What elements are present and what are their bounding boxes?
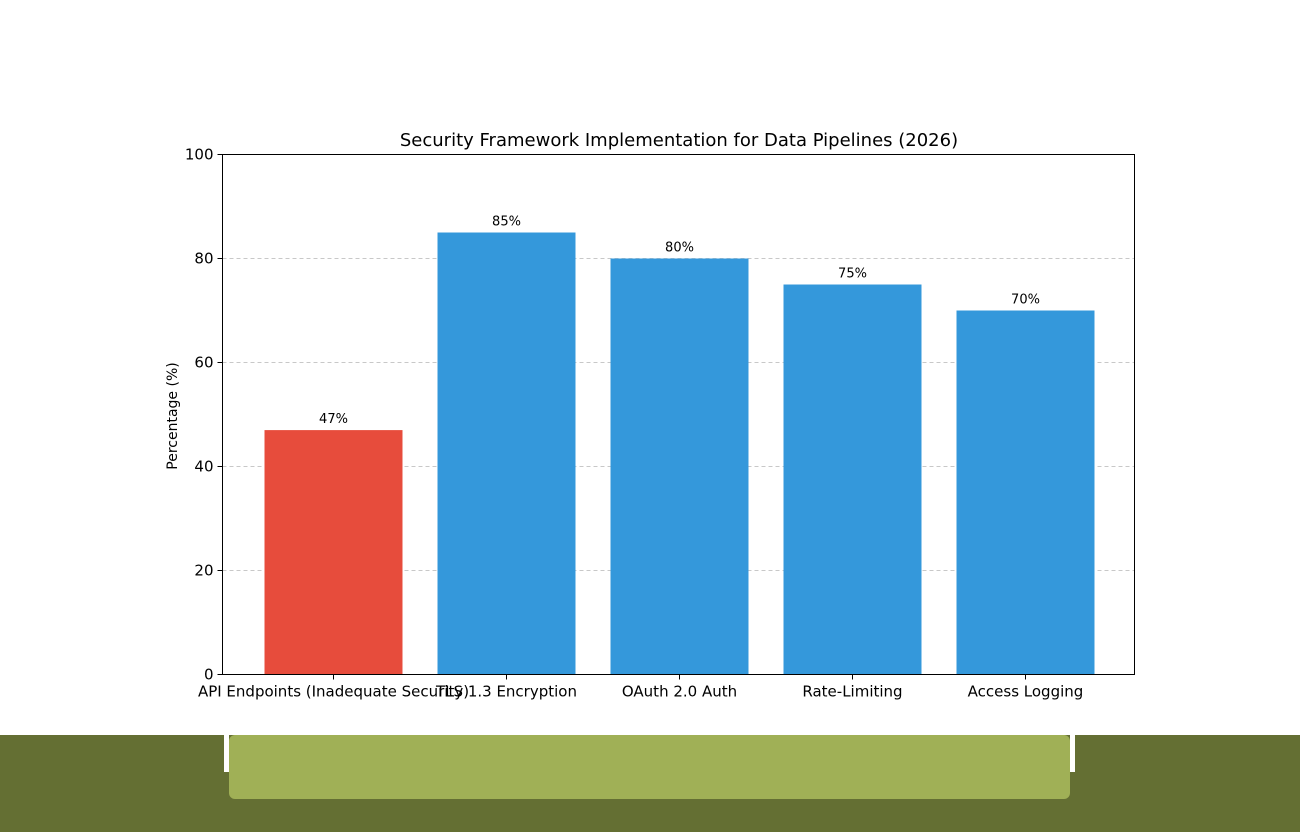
bar (437, 232, 576, 675)
x-tick-label: Rate-Limiting (802, 683, 902, 701)
y-tick-label: 60 (194, 354, 213, 372)
chart-title: Security Framework Implementation for Da… (400, 130, 958, 151)
data-label: 47% (319, 412, 348, 427)
footer-notch-right (1070, 735, 1075, 772)
x-tick-label: API Endpoints (Inadequate Security) (198, 683, 469, 701)
data-label: 70% (1011, 293, 1040, 308)
y-tick-label: 0 (204, 666, 214, 684)
footer-panel (229, 735, 1070, 799)
footer-notch-left (224, 735, 229, 772)
bar (610, 258, 749, 675)
bar (956, 310, 1095, 675)
bar-chart: Security Framework Implementation for Da… (165, 130, 1135, 701)
y-tick-label: 20 (194, 562, 213, 580)
y-axis-label: Percentage (%) (165, 362, 181, 469)
plot-frame (222, 154, 1135, 675)
bar (264, 430, 403, 675)
y-tick-label: 80 (194, 250, 213, 268)
data-label: 85% (492, 215, 521, 230)
x-axis-ticks: API Endpoints (Inadequate Security)TLS 1… (198, 674, 1084, 701)
bars (264, 232, 1095, 675)
x-tick-label: OAuth 2.0 Auth (622, 683, 737, 701)
x-tick-label: TLS 1.3 Encryption (435, 683, 577, 701)
y-axis-ticks: 0 20 40 60 80 100 (185, 146, 223, 684)
data-label: 80% (665, 241, 694, 256)
y-tick-label: 40 (194, 458, 213, 476)
data-label: 75% (838, 267, 867, 282)
bar (783, 284, 922, 675)
y-tick-label: 100 (185, 146, 214, 164)
data-labels: 47% 85% 80% 75% 70% (319, 215, 1040, 428)
x-tick-label: Access Logging (968, 683, 1084, 701)
